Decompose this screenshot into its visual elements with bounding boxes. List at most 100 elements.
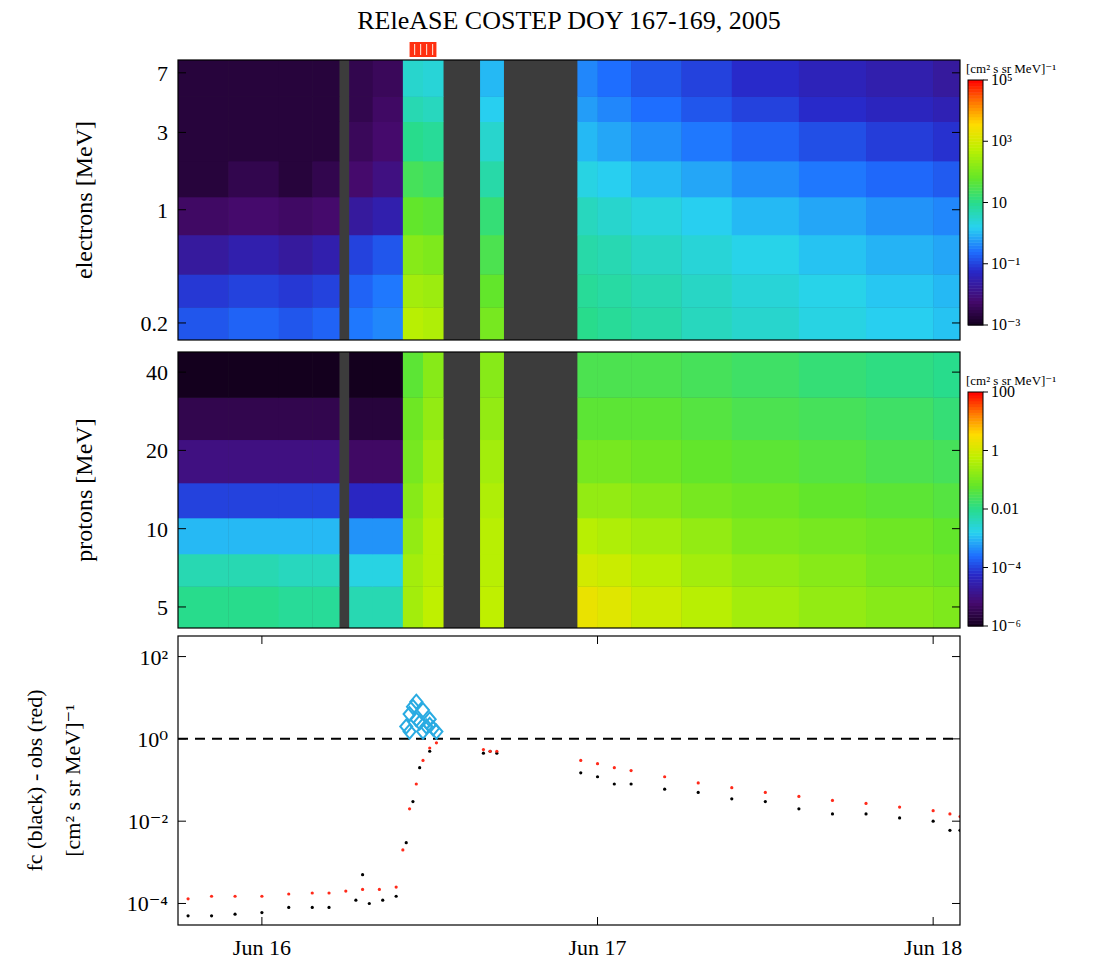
heat-cell (732, 274, 800, 307)
heat-cell (373, 122, 404, 162)
heat-cell (312, 352, 339, 398)
colorbar-swatch (968, 108, 983, 112)
colorbar-tick-label: 10⁻¹ (991, 255, 1020, 272)
heat-cell (373, 352, 404, 398)
colorbar-swatch (968, 407, 983, 410)
heat-cell (423, 60, 444, 97)
heat-cell (866, 554, 934, 587)
heat-cell (799, 235, 867, 275)
heat-cell (866, 352, 934, 398)
colorbar-swatch (968, 480, 983, 483)
point (948, 829, 951, 832)
heat-cell (799, 586, 867, 628)
point (361, 873, 364, 876)
colorbar-swatch (968, 147, 983, 151)
x-tick (933, 917, 934, 925)
heat-cell (228, 307, 279, 340)
point (579, 771, 582, 774)
heat-cell (480, 60, 504, 97)
y-tick (178, 821, 186, 822)
heat-cell (279, 197, 313, 235)
point (430, 725, 442, 739)
colorbar-swatch (968, 395, 983, 398)
plot-area (178, 352, 960, 628)
heat-cell (228, 518, 279, 554)
colorbar-tick (983, 450, 988, 451)
heat-cell (178, 397, 229, 440)
colorbar-swatch (968, 239, 983, 243)
colorbar-swatch (968, 105, 983, 109)
heat-cell (373, 518, 404, 554)
heat-cell (423, 97, 444, 122)
point (405, 841, 408, 844)
point (210, 914, 213, 917)
title: REleASE COSTEP DOY 167-169, 2005 (357, 6, 780, 35)
point (410, 695, 422, 709)
point (764, 800, 767, 803)
colorbar-swatch (968, 538, 983, 541)
colorbar-swatch (968, 442, 983, 445)
y-tick (952, 132, 960, 133)
heat-cell (480, 274, 504, 307)
heat-cell (373, 397, 404, 440)
heat-cell (349, 554, 373, 587)
colorbar-swatch (968, 163, 983, 167)
heat-cell (681, 397, 732, 440)
heat-cell (598, 440, 632, 484)
point (489, 750, 492, 753)
heat-cell (228, 397, 279, 440)
colorbar-swatch (968, 565, 983, 568)
colorbar-swatch (968, 597, 983, 600)
colorbar-swatch (968, 509, 983, 512)
colorbar-swatch (968, 255, 983, 259)
point (730, 797, 733, 800)
colorbar-swatch (968, 227, 983, 231)
heat-cell (403, 518, 424, 554)
colorbar-swatch (968, 98, 983, 102)
colorbar-swatch (968, 294, 983, 298)
heat-cell (933, 518, 960, 554)
colorbar-swatch (968, 144, 983, 148)
alert-stripe (426, 44, 427, 55)
heat-cell (598, 97, 632, 122)
heat-cell (577, 97, 598, 122)
heat-cell (178, 483, 229, 518)
y-tick (178, 606, 186, 607)
colorbar-swatch (968, 451, 983, 454)
colorbar-swatch (968, 230, 983, 234)
colorbar-swatch (968, 591, 983, 594)
colorbar-swatch (968, 459, 983, 462)
heat-cell (312, 197, 339, 235)
colorbar-swatch (968, 617, 983, 620)
heat-cell (681, 60, 732, 97)
heat-cell (480, 197, 504, 235)
heat-cell (349, 440, 373, 484)
heat-cell (349, 518, 373, 554)
heat-cell (228, 352, 279, 398)
colorbar-swatch (968, 553, 983, 556)
point (697, 781, 700, 784)
heat-cell (349, 235, 373, 275)
heat-cell (178, 122, 229, 162)
heat-cell (577, 122, 598, 162)
colorbar-swatch (968, 427, 983, 430)
colorbar-swatch (968, 245, 983, 249)
colorbar-swatch (968, 248, 983, 252)
heat-cell (403, 352, 424, 398)
heat-cell (631, 197, 682, 235)
y-tick-label: 0.2 (141, 311, 169, 336)
heat-cell (631, 352, 682, 398)
heat-cell (228, 235, 279, 275)
heat-cell (228, 197, 279, 235)
colorbar-swatch (968, 436, 983, 439)
colorbar-swatch (968, 120, 983, 124)
colorbar-tick (983, 263, 988, 264)
colorbar-tick-label: 1 (991, 442, 999, 459)
heat-cell (228, 97, 279, 122)
colorbar-tick (983, 392, 988, 393)
heat-cell (349, 197, 373, 235)
heat-cell (799, 307, 867, 340)
heat-cell (312, 518, 339, 554)
point (411, 800, 414, 803)
heat-cell (279, 122, 313, 162)
